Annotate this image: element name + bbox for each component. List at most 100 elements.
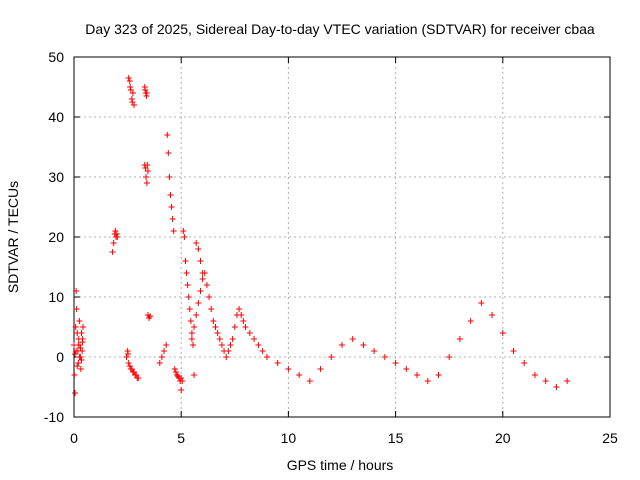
data-point [208, 306, 215, 312]
grid-lines [74, 57, 610, 417]
data-point [214, 330, 221, 336]
data-point [414, 372, 421, 378]
data-point [180, 228, 187, 234]
axis-ticks [73, 56, 611, 418]
x-tick-label: 5 [177, 430, 185, 446]
data-point [143, 174, 150, 180]
data-point [225, 348, 232, 354]
data-point [185, 294, 192, 300]
data-point [521, 360, 528, 366]
data-point [206, 294, 213, 300]
data-point [171, 366, 178, 372]
x-tick-label: 0 [70, 430, 78, 446]
data-point [172, 369, 179, 375]
data-point [72, 324, 79, 330]
y-tick-label: 20 [48, 229, 64, 245]
data-point [73, 348, 80, 354]
data-point [542, 378, 549, 384]
series-group [435, 300, 571, 390]
x-tick-label: 15 [388, 430, 404, 446]
data-point [71, 372, 78, 378]
data-point [199, 276, 206, 282]
data-point [188, 330, 195, 336]
x-axis-label: GPS time / hours [287, 457, 394, 473]
data-point [165, 150, 172, 156]
data-point [78, 330, 85, 336]
data-point [236, 306, 243, 312]
data-point [158, 354, 165, 360]
data-point [446, 354, 453, 360]
x-tick-label: 25 [602, 430, 618, 446]
data-point [240, 318, 247, 324]
data-point [195, 300, 202, 306]
data-point [191, 324, 198, 330]
series-group [109, 228, 121, 255]
data-point [78, 357, 85, 363]
data-point [435, 372, 442, 378]
data-point [110, 240, 117, 246]
data-point [218, 342, 225, 348]
data-point [142, 165, 149, 171]
series-group [125, 75, 138, 108]
data-point [125, 75, 132, 81]
data-point [167, 192, 174, 198]
data-point [296, 372, 303, 378]
data-point [499, 330, 506, 336]
data-point [229, 336, 236, 342]
data-point [75, 360, 82, 366]
data-point [371, 348, 378, 354]
data-point [135, 375, 142, 381]
data-point [467, 318, 474, 324]
data-point [531, 372, 538, 378]
series-group [141, 84, 151, 174]
x-tick-label: 10 [281, 430, 297, 446]
data-point [403, 366, 410, 372]
data-point [187, 318, 194, 324]
data-point [255, 342, 262, 348]
data-point [306, 378, 313, 384]
data-point [178, 387, 185, 393]
data-point [73, 288, 80, 294]
data-point [72, 390, 79, 396]
y-tick-label: 40 [48, 109, 64, 125]
data-point [178, 375, 185, 381]
data-point [263, 354, 270, 360]
y-tick-label: 0 [56, 349, 64, 365]
data-point [259, 348, 266, 354]
series-group [263, 336, 442, 384]
data-point [478, 300, 485, 306]
data-point [112, 228, 119, 234]
data-point [170, 228, 177, 234]
data-point [231, 324, 238, 330]
data-point [189, 342, 196, 348]
data-point [143, 90, 150, 96]
data-point [246, 330, 253, 336]
data-point [161, 348, 168, 354]
data-point [163, 342, 170, 348]
data-point [360, 342, 367, 348]
data-point [242, 324, 249, 330]
data-point [216, 336, 223, 342]
axis-tick-labels: 0 5 10 15 20 25 -10 0 10 20 30 40 50 [44, 49, 618, 446]
data-point [131, 102, 138, 108]
data-point [169, 216, 176, 222]
data-point [73, 306, 80, 312]
y-tick-label: 50 [48, 49, 64, 65]
data-point [456, 336, 463, 342]
series-group [123, 348, 142, 381]
data-point [510, 348, 517, 354]
data-point [127, 84, 134, 90]
data-point [77, 345, 84, 351]
data-point [188, 336, 195, 342]
data-point [195, 246, 202, 252]
data-point [125, 360, 132, 366]
data-point [317, 366, 324, 372]
data-point [193, 312, 200, 318]
data-point [328, 354, 335, 360]
data-point [489, 312, 496, 318]
data-point [339, 342, 345, 348]
data-point [212, 324, 219, 330]
data-point [424, 378, 431, 384]
data-point [251, 336, 258, 342]
data-point [223, 354, 230, 360]
